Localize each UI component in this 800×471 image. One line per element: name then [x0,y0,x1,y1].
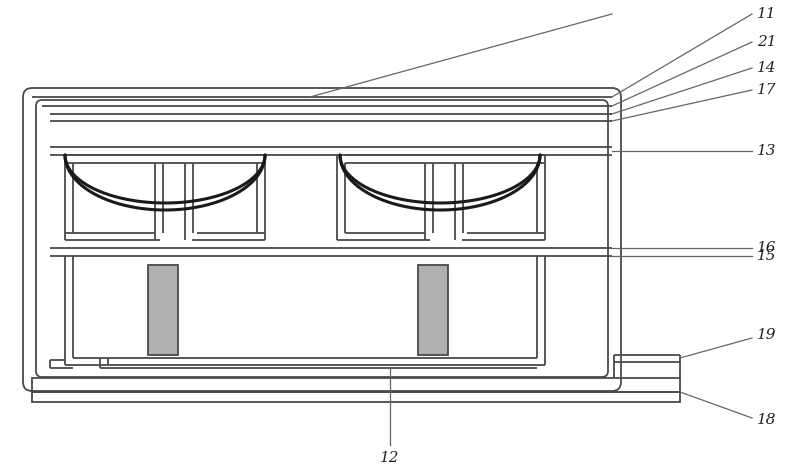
Text: 14: 14 [757,61,777,75]
Bar [32,392,680,402]
Bar [32,378,680,392]
Text: 19: 19 [757,328,777,342]
Text: 17: 17 [757,83,777,97]
Text: 15: 15 [757,249,777,263]
Text: 11: 11 [757,7,777,21]
Bar [148,265,178,355]
Text: 13: 13 [757,144,777,158]
Bar [418,265,448,355]
Text: 21: 21 [757,35,777,49]
Text: 16: 16 [757,241,777,255]
Text: 12: 12 [380,451,400,465]
Text: 18: 18 [757,413,777,427]
